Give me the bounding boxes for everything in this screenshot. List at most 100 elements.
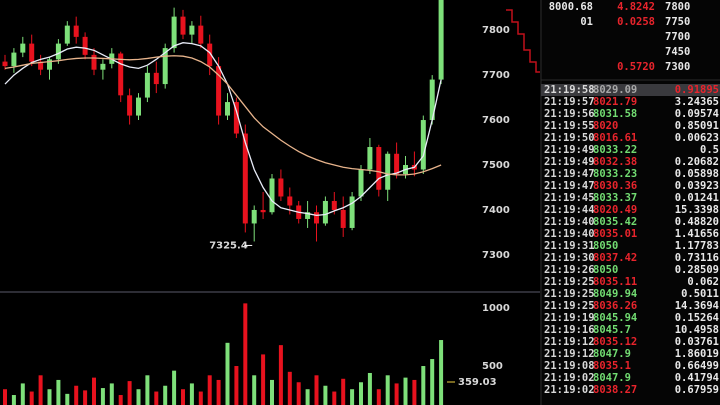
candle-body [287, 196, 293, 206]
trade-price: 8029.09 [593, 84, 637, 96]
y-tick-label: 7700 [482, 70, 510, 81]
candle-body [394, 153, 400, 174]
trade-time: 21:19:45 [544, 192, 595, 204]
volume-bar [305, 389, 310, 405]
trade-amount: 3.24365 [675, 96, 719, 108]
candle-body [100, 63, 106, 70]
volume-bar [376, 389, 381, 405]
volume-bar [20, 383, 25, 405]
volume-bar [225, 342, 230, 405]
trade-time: 21:19:50 [544, 132, 595, 144]
trade-time: 21:19:02 [544, 372, 595, 384]
trade-price: 8045.94 [593, 312, 637, 324]
trade-amount: 0.5011 [681, 288, 719, 300]
candle-body [153, 72, 159, 85]
trade-amount: 0.062 [687, 276, 719, 288]
trade-amount: 0.03761 [675, 336, 719, 348]
candle-body [136, 97, 141, 116]
book-level: 7700 [665, 31, 690, 43]
volume-bar [145, 375, 150, 405]
volume-bar [430, 359, 435, 405]
candle-body [207, 43, 213, 67]
volume-bar [314, 375, 319, 405]
volume-bar [74, 385, 79, 405]
candle-body [349, 196, 355, 228]
trade-price: 8021.79 [593, 96, 637, 108]
volume-bar [278, 345, 283, 405]
trade-time: 21:19:49 [544, 156, 595, 168]
trade-price: 8050 [593, 240, 618, 252]
trade-price: 8020.49 [593, 204, 637, 216]
candle-body [251, 209, 257, 224]
trade-amount: 0.05898 [675, 168, 719, 180]
book-price: 8000.68 [549, 1, 593, 13]
volume-bar [154, 391, 159, 405]
candle-body [189, 25, 195, 35]
trade-amount: 1.41656 [675, 228, 719, 240]
candle-body [358, 169, 364, 197]
volume-bar [100, 388, 105, 405]
candle-body [2, 61, 8, 67]
trade-time: 21:19:31 [544, 240, 595, 252]
volume-bar [136, 389, 141, 405]
candle-body [144, 72, 150, 98]
trade-time: 21:19:02 [544, 384, 595, 396]
candle-body [38, 61, 44, 70]
candle-body [127, 95, 133, 116]
volume-bar [350, 389, 355, 405]
candle-body [225, 102, 230, 116]
trade-time: 21:19:40 [544, 228, 595, 240]
volume-bar [127, 381, 132, 405]
annotation: 7325.4 [209, 240, 248, 251]
volume-bar [92, 377, 96, 405]
trade-time: 21:19:19 [544, 312, 595, 324]
trade-price: 8030.36 [593, 180, 637, 192]
y-tick-label: 500 [482, 361, 503, 372]
volume-bar [29, 391, 34, 405]
candle-body [438, 0, 444, 80]
candle-body [429, 79, 435, 121]
book-amount: 0.0258 [617, 16, 655, 28]
candle-body [180, 16, 186, 35]
volume-bar [359, 382, 363, 405]
trade-amount: 0.73116 [675, 252, 719, 264]
candle-body [233, 102, 239, 134]
trade-amount: 0.03923 [675, 180, 719, 192]
book-amount: 4.8242 [617, 1, 655, 13]
volume-bar [323, 385, 328, 405]
trade-price: 8047.9 [593, 372, 631, 384]
volume-bar [38, 375, 43, 405]
volume-bar [109, 383, 114, 405]
trade-price: 8047.9 [593, 348, 631, 360]
trade-amount: 0.01241 [675, 192, 719, 204]
trade-time: 21:19:25 [544, 300, 595, 312]
moving-average [4, 42, 442, 217]
trade-price: 8016.61 [593, 132, 637, 144]
volume-bar [385, 375, 390, 405]
candle-body [269, 178, 275, 213]
trade-time: 21:19:30 [544, 252, 595, 264]
volume-bar [118, 395, 123, 405]
volume-bar [412, 379, 417, 405]
trade-price: 8031.58 [593, 108, 637, 120]
candle-body [64, 25, 70, 44]
trade-amount: 15.3398 [675, 204, 719, 216]
trade-price: 8020 [593, 120, 618, 132]
trade-time: 21:19:49 [544, 144, 595, 156]
trade-time: 21:19:44 [544, 204, 595, 216]
volume-bar [47, 389, 52, 405]
book-level: 7800 [665, 1, 690, 13]
volume-bar [83, 390, 88, 405]
y-tick-label: 7300 [482, 250, 510, 261]
candle-body [162, 48, 168, 85]
trade-amount: 0.5 [700, 144, 719, 156]
trade-amount: 14.3694 [675, 300, 719, 312]
trade-time: 21:19:26 [544, 264, 595, 276]
trade-time: 21:19:55 [544, 120, 595, 132]
candle-body [118, 53, 124, 96]
book-level: 7450 [665, 46, 690, 58]
candle-body [340, 209, 346, 228]
candle-body [242, 133, 248, 224]
volume-bar [181, 389, 185, 405]
